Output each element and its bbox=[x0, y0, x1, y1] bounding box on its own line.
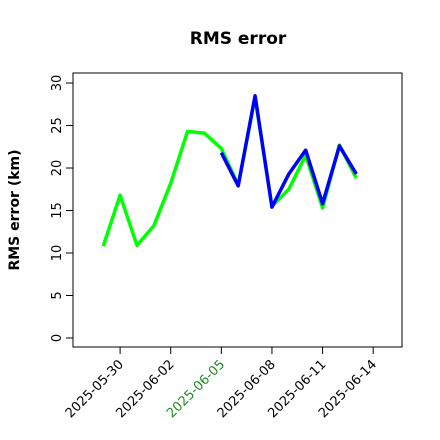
y-tick-label: 25 bbox=[50, 117, 65, 134]
y-tick-label: 0 bbox=[50, 334, 65, 342]
y-tick-label: 10 bbox=[50, 245, 65, 262]
y-tick-label: 15 bbox=[50, 202, 65, 219]
chart-title: RMS error bbox=[190, 29, 287, 49]
y-axis-label: RMS error (km) bbox=[7, 149, 23, 270]
plot-box bbox=[72, 72, 403, 348]
y-tick-label: 30 bbox=[50, 75, 65, 92]
y-tick-label: 5 bbox=[50, 291, 65, 299]
y-tick-label: 20 bbox=[50, 160, 65, 177]
series-line bbox=[219, 94, 358, 209]
